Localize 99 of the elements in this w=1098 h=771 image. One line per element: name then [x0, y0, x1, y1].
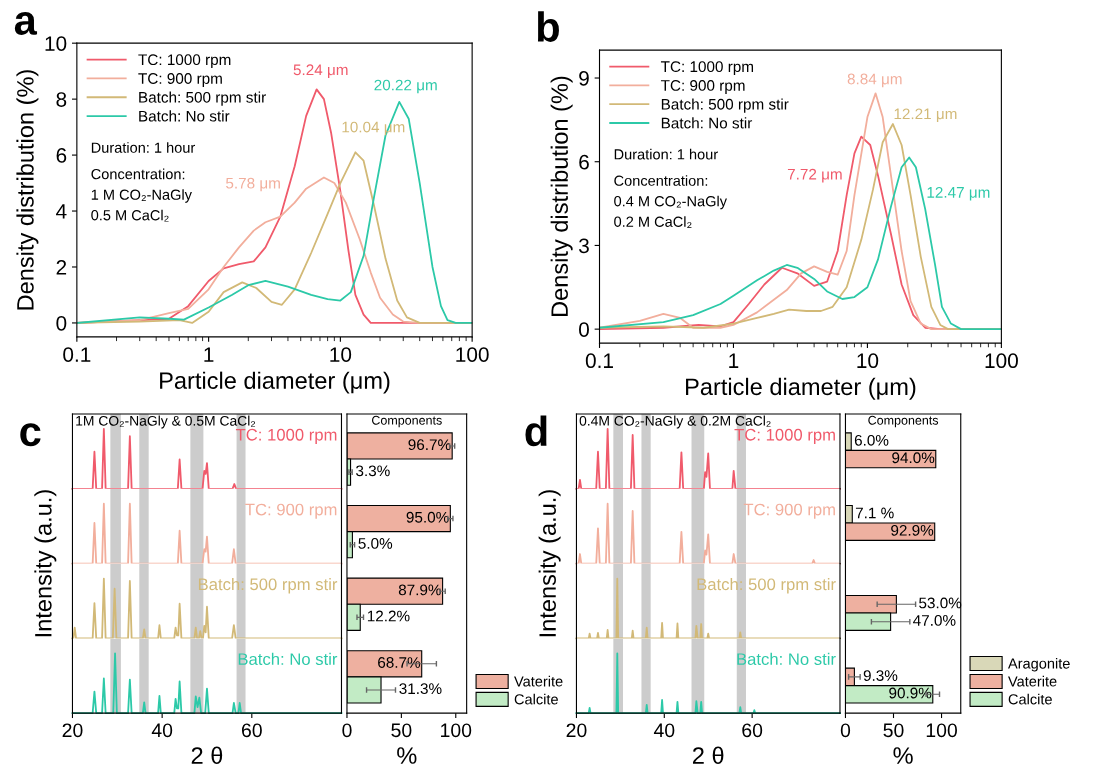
series-label: Batch: 500 rpm stir	[697, 577, 836, 594]
legend-label: Vaterite	[514, 675, 563, 687]
y-tick-label: 10	[45, 36, 67, 51]
annotation: 20.22 μm	[374, 79, 437, 94]
chart-subtitle: 1M CO₂-NaGly & 0.5M CaCl₂	[76, 415, 256, 429]
legend-label: Batch: 500 rpm stir	[661, 98, 789, 113]
x-tick-label: 50	[391, 723, 412, 738]
data-label: 87.9%	[398, 584, 441, 596]
chart-title: d	[525, 415, 547, 447]
x-tick-label: 100	[456, 347, 489, 362]
x-axis-title: Particle diameter (μm)	[160, 371, 390, 394]
y-axis-title: Intensity (a.u.)	[34, 490, 57, 637]
x-tick-label: 1	[204, 347, 214, 362]
annotation: 12.21 μm	[894, 108, 957, 123]
x-tick-label: 10	[330, 347, 352, 362]
chart-title: c	[20, 423, 41, 447]
text: TC: 900 rpm	[743, 503, 835, 519]
x-tick-label: 20	[62, 723, 83, 738]
data-label: 9.3%	[863, 670, 898, 681]
y-axis-title: Density distribution (%)	[550, 76, 573, 317]
x-axis-title: 2 θ	[692, 746, 724, 764]
annotation: 5.24 μm	[293, 64, 348, 78]
legend-label: TC: 1000 rpm	[660, 61, 754, 76]
text: TC: 1000 rpm	[235, 428, 337, 444]
data-label: 95.0%	[406, 511, 449, 523]
chart-title: Components	[372, 415, 442, 428]
annotation: 5.78 μm	[226, 177, 280, 192]
series-label: TC: 1000 rpm	[734, 428, 835, 444]
series-label: TC: 900 rpm	[245, 503, 337, 519]
x-tick-label: 10	[857, 353, 879, 369]
data-label: 68.7%	[378, 657, 421, 668]
x-axis-title: 2 θ	[191, 746, 223, 764]
y-tick-label: 2	[56, 259, 67, 275]
annotation: 1 M CO₂-NaGly	[91, 189, 192, 203]
legend-label: Batch: 500 rpm stir	[139, 91, 266, 106]
text: Batch: No stir	[737, 652, 836, 666]
y-tick-label: 3	[578, 238, 589, 254]
data-label: 7.1 %	[855, 507, 894, 519]
chart-title: Components	[868, 415, 939, 428]
x-tick-label: 100	[441, 723, 472, 738]
x-tick-label: 50	[883, 723, 904, 738]
y-axis-title: Intensity (a.u.)	[538, 490, 561, 637]
data-label: 31.3%	[399, 683, 442, 695]
data-label: 5.0%	[358, 538, 393, 549]
x-tick-label: 0	[342, 723, 352, 738]
x-tick-label: 100	[926, 723, 957, 738]
x-tick-label: 1	[729, 353, 739, 368]
annotation: 8.84 μm	[847, 73, 902, 88]
data-label: 3.3%	[356, 465, 390, 477]
legend-label: Vaterite	[1008, 675, 1057, 687]
data-label: 96.7%	[408, 439, 451, 451]
y-tick-label: 6	[579, 154, 589, 170]
annotation: 7.72 μm	[787, 168, 842, 183]
data-label: 90.9%	[889, 687, 932, 699]
annotation: 0.4 M CO₂-NaGly	[614, 195, 727, 210]
chart-subtitle: 0.4M CO₂-NaGly & 0.2M CaCl₂	[579, 415, 771, 429]
annotation: Duration: 1 hour	[91, 142, 196, 153]
x-tick-label: 60	[742, 723, 763, 738]
annotation: Concentration:	[614, 175, 708, 186]
data-label: 6.0%	[854, 434, 889, 446]
y-tick-label: 0	[56, 315, 67, 331]
annotation: 0.5 M CaCl₂	[91, 209, 169, 222]
y-tick-label: 4	[56, 204, 67, 219]
y-tick-label: 8	[56, 92, 67, 107]
annotation: Concentration:	[91, 168, 185, 180]
text: Batch: No stir	[238, 652, 338, 666]
x-tick-label: 0.1	[63, 347, 91, 362]
x-tick-label: 0.1	[585, 353, 613, 369]
legend-label: Batch: No stir	[661, 117, 753, 129]
y-tick-label: 9	[579, 71, 589, 86]
data-label: 47.0%	[913, 614, 956, 626]
y-tick-label: 6	[56, 148, 67, 163]
x-axis-title: %	[397, 747, 417, 764]
data-label: 12.2%	[367, 610, 410, 622]
legend-label: Batch: No stir	[139, 110, 230, 122]
x-tick-label: 40	[151, 723, 173, 738]
data-label: 92.9%	[891, 524, 934, 536]
x-axis-title: %	[893, 747, 913, 764]
legend-label: TC: 1000 rpm	[138, 54, 231, 69]
y-tick-label: 0	[579, 322, 589, 337]
series-label: Batch: 500 rpm stir	[198, 577, 338, 594]
legend-label: TC: 900 rpm	[138, 73, 222, 87]
x-tick-label: 100	[985, 353, 1018, 369]
legend-label: Aragonite	[1007, 657, 1070, 672]
legend-label: Calcite	[1008, 693, 1052, 705]
legend-label: Calcite	[514, 693, 558, 705]
legend-label: TC: 900 rpm	[660, 80, 745, 94]
x-tick-label: 60	[241, 723, 262, 738]
data-label: 94.0%	[892, 452, 935, 464]
chart-title: a	[14, 12, 38, 35]
annotation: 0.2 M CaCl₂	[614, 216, 692, 228]
chart-title: b	[537, 11, 559, 42]
x-tick-label: 0	[840, 723, 851, 738]
x-axis-title: Particle diameter (μm)	[686, 377, 916, 400]
annotation: Duration: 1 hour	[614, 148, 718, 160]
x-tick-label: 20	[566, 723, 587, 738]
x-tick-label: 40	[653, 723, 675, 738]
annotation: 12.47 μm	[927, 186, 990, 201]
y-axis-title: Density distribution (%)	[16, 70, 39, 310]
